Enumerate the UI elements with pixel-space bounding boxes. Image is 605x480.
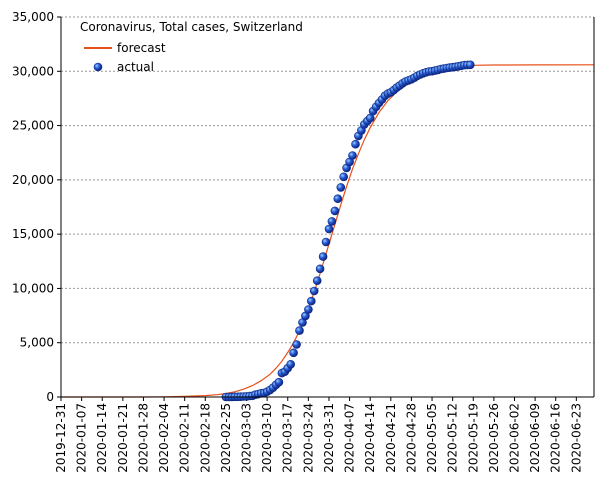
- legend: forecast actual: [84, 41, 166, 74]
- actual-point: [309, 286, 319, 296]
- x-tick-label: 2020-06-09: [528, 403, 542, 473]
- x-tick-label: 2020-04-21: [384, 403, 398, 473]
- x-axis-ticks: 2019-12-31 2020-01-07 2020-01-14 2020-01-21…: [54, 397, 583, 473]
- actual-point: [348, 151, 357, 160]
- x-tick-label: 2020-01-07: [75, 403, 89, 473]
- x-tick-label: 2020-01-28: [136, 403, 150, 473]
- x-tick-label: 2020-05-05: [425, 403, 439, 473]
- actual-point: [318, 252, 328, 261]
- actual-point: [330, 206, 340, 216]
- x-tick-label: 2019-12-31: [54, 403, 68, 473]
- x-tick-label: 2020-04-14: [363, 403, 377, 473]
- actual-point: [351, 139, 360, 149]
- y-tick-label: 10,000: [12, 281, 54, 295]
- x-tick-label: 2020-02-04: [157, 403, 171, 473]
- legend-forecast-label: forecast: [117, 41, 166, 55]
- legend-actual-label: actual: [117, 60, 154, 74]
- x-tick-label: 2020-03-24: [301, 403, 315, 473]
- y-tick-label: 0: [46, 390, 54, 404]
- actual-point: [289, 348, 298, 358]
- x-tick-label: 2020-06-16: [549, 403, 563, 473]
- y-tick-label: 5,000: [20, 336, 54, 350]
- actual-point: [295, 326, 304, 335]
- actual-point: [465, 60, 475, 70]
- actual-point: [333, 194, 343, 203]
- actual-point: [274, 377, 284, 387]
- x-tick-label: 2020-03-31: [322, 403, 336, 473]
- x-tick-label: 2020-02-11: [178, 403, 192, 473]
- actual-point: [324, 224, 334, 234]
- actual-point: [306, 296, 316, 306]
- actual-series: [221, 60, 475, 402]
- x-tick-label: 2020-05-12: [446, 403, 460, 473]
- actual-point: [339, 172, 349, 182]
- actual-point: [304, 305, 313, 314]
- x-tick-label: 2020-06-23: [569, 403, 583, 473]
- legend-actual-marker: [93, 62, 103, 72]
- x-tick-label: 2020-03-10: [260, 403, 274, 473]
- grid-lines: [61, 16, 594, 344]
- x-tick-label: 2020-05-19: [466, 403, 480, 473]
- x-tick-label: 2020-06-02: [507, 403, 521, 473]
- actual-point: [327, 217, 337, 226]
- actual-point: [286, 359, 296, 369]
- x-tick-label: 2020-05-26: [487, 403, 501, 473]
- actual-point: [315, 264, 325, 274]
- x-tick-label: 2020-01-14: [95, 403, 109, 473]
- y-tick-label: 20,000: [12, 173, 54, 187]
- actual-point: [336, 183, 346, 192]
- y-tick-label: 30,000: [12, 64, 54, 78]
- x-tick-label: 2020-01-21: [116, 403, 130, 473]
- y-tick-label: 35,000: [12, 10, 54, 24]
- actual-point: [321, 237, 331, 247]
- chart-title: Coronavirus, Total cases, Switzerland: [80, 20, 303, 34]
- x-tick-label: 2020-04-28: [404, 403, 418, 473]
- actual-point: [312, 276, 322, 286]
- y-axis-ticks: 0 5,000 10,000 15,000 20,000 25,000 30,000 35,0…: [12, 10, 61, 404]
- x-tick-label: 2020-02-25: [219, 403, 233, 473]
- x-tick-label: 2020-03-03: [240, 403, 254, 473]
- y-tick-label: 15,000: [12, 227, 54, 241]
- actual-point: [292, 340, 301, 349]
- x-tick-label: 2020-02-18: [198, 403, 212, 473]
- x-tick-label: 2020-03-17: [281, 403, 295, 473]
- x-tick-label: 2020-04-07: [343, 403, 357, 473]
- y-tick-label: 25,000: [12, 119, 54, 133]
